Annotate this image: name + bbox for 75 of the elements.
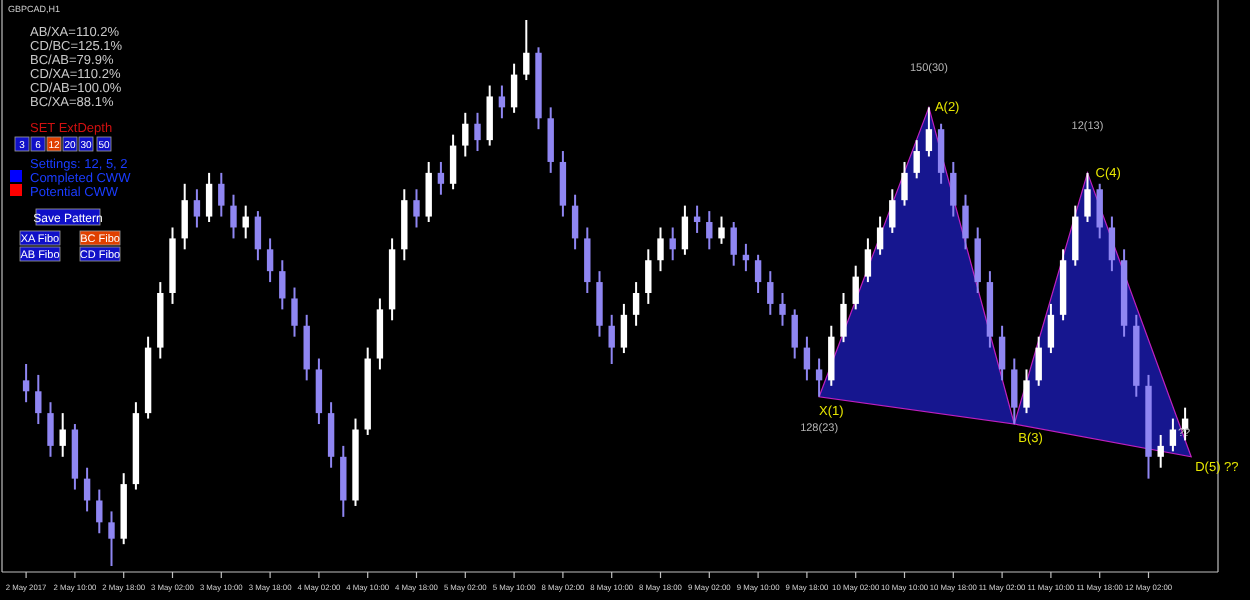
candlestick bbox=[474, 111, 481, 153]
candlestick bbox=[47, 401, 54, 458]
candlestick bbox=[840, 292, 847, 344]
candlestick bbox=[1096, 182, 1103, 240]
candlestick bbox=[596, 270, 603, 338]
candlestick bbox=[413, 188, 420, 229]
candlestick bbox=[547, 106, 554, 174]
candlestick bbox=[340, 444, 347, 518]
candlestick bbox=[96, 488, 103, 535]
candlestick bbox=[901, 160, 908, 207]
candlestick bbox=[218, 171, 225, 218]
candlestick bbox=[559, 150, 567, 218]
candlestick bbox=[767, 270, 774, 316]
candlestick bbox=[205, 171, 213, 224]
candlestick bbox=[462, 111, 469, 158]
candlestick bbox=[974, 226, 981, 294]
candlestick bbox=[498, 84, 506, 120]
candlestick bbox=[279, 259, 286, 311]
candlestick bbox=[730, 221, 737, 267]
candlestick bbox=[815, 357, 823, 398]
candlestick bbox=[681, 204, 689, 256]
candlestick bbox=[327, 401, 335, 469]
candlestick bbox=[852, 264, 859, 311]
candlestick bbox=[266, 237, 274, 284]
candlestick bbox=[962, 193, 969, 251]
candlestick bbox=[108, 510, 115, 567]
candlestick bbox=[425, 160, 432, 224]
candlestick bbox=[1157, 433, 1164, 469]
candlestick bbox=[181, 182, 188, 251]
candlestick bbox=[22, 362, 30, 404]
candlestick bbox=[315, 357, 323, 426]
candlestick bbox=[193, 188, 201, 229]
candlestick bbox=[718, 215, 725, 245]
candlestick bbox=[645, 248, 652, 305]
candlestick bbox=[998, 324, 1006, 382]
candlestick bbox=[449, 133, 457, 191]
candlestick bbox=[523, 19, 530, 82]
candlestick bbox=[59, 412, 66, 458]
candlestick bbox=[1084, 171, 1091, 224]
candlestick bbox=[291, 286, 298, 338]
candlestick bbox=[864, 237, 872, 284]
candlestick bbox=[779, 292, 786, 327]
candlestick bbox=[937, 122, 945, 185]
candlestick bbox=[510, 62, 518, 114]
candlestick bbox=[1023, 368, 1030, 415]
candlestick bbox=[913, 139, 920, 180]
candlestick bbox=[1072, 204, 1079, 267]
candlestick bbox=[657, 226, 664, 273]
candlestick bbox=[437, 160, 445, 196]
candlestick bbox=[803, 335, 811, 382]
candlestick bbox=[1011, 357, 1018, 426]
candlestick bbox=[254, 210, 262, 262]
candlestick bbox=[83, 466, 91, 513]
candlestick bbox=[620, 302, 628, 355]
candlestick bbox=[950, 160, 957, 218]
candlestick bbox=[632, 281, 640, 327]
candlestick bbox=[1108, 215, 1116, 273]
candlestick bbox=[608, 313, 615, 365]
candlestick bbox=[706, 210, 713, 251]
candlestick bbox=[669, 226, 676, 262]
candlestick bbox=[889, 188, 896, 234]
candlestick bbox=[1169, 417, 1177, 453]
candlestick bbox=[584, 226, 591, 294]
candlestick bbox=[1035, 335, 1042, 387]
candlestick bbox=[828, 324, 835, 387]
candlestick bbox=[35, 373, 42, 426]
candlestick bbox=[230, 193, 237, 240]
candlestick bbox=[791, 308, 798, 360]
candlestick bbox=[571, 193, 579, 251]
candlestick bbox=[486, 84, 493, 147]
candlestick bbox=[754, 253, 762, 294]
candlestick bbox=[876, 215, 884, 256]
candlestick bbox=[925, 106, 933, 158]
candlestick bbox=[303, 313, 310, 382]
candlestick bbox=[1047, 302, 1055, 355]
